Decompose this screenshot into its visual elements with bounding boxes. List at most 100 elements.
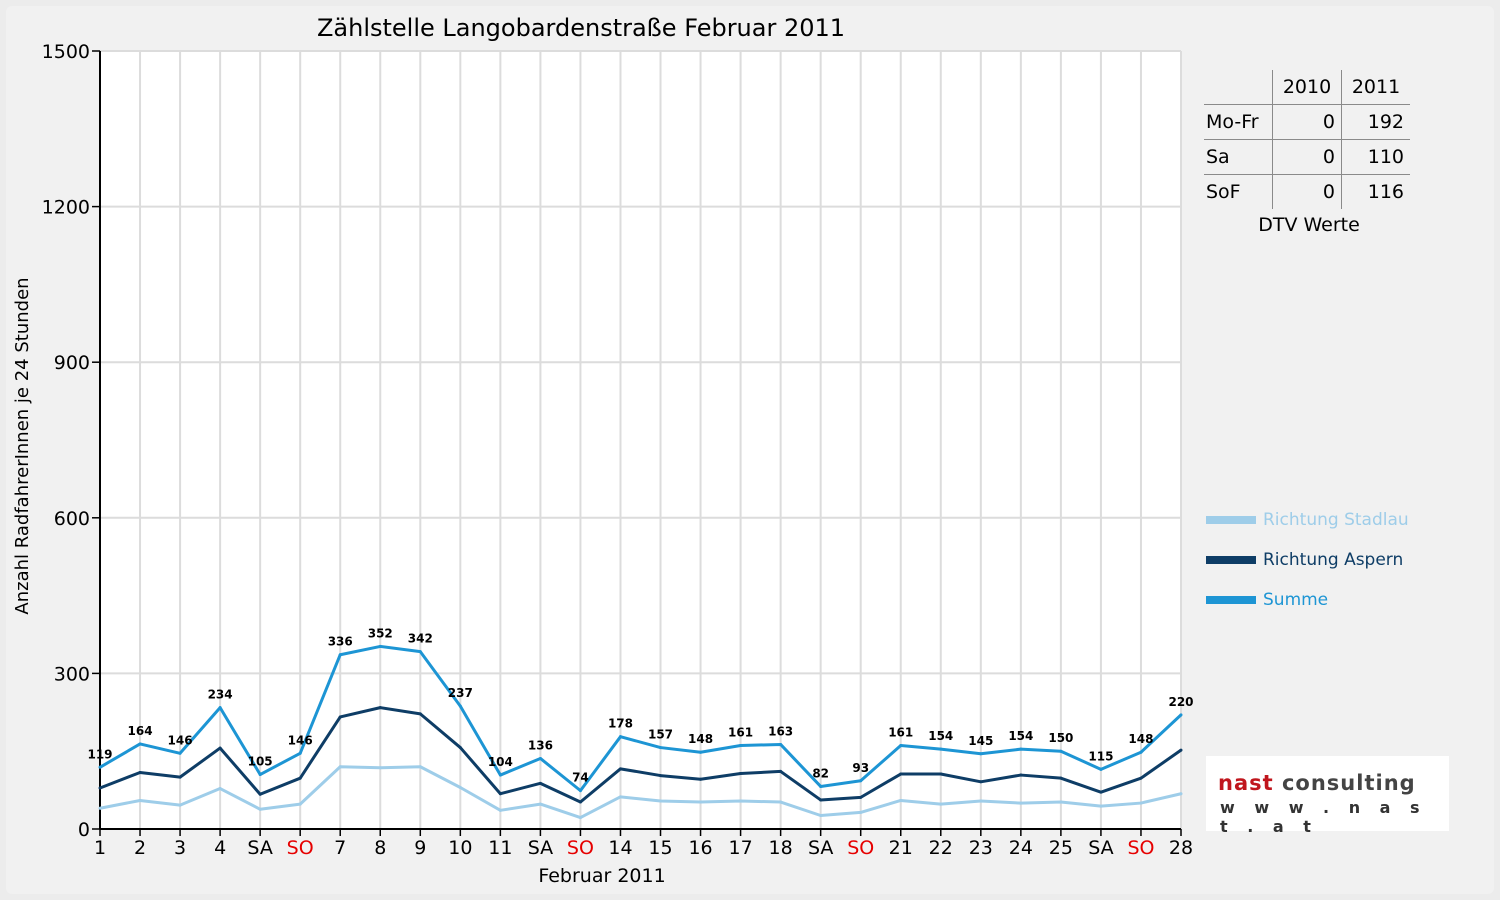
data-point <box>458 786 462 790</box>
data-point <box>659 774 663 778</box>
data-label: 163 <box>768 724 793 738</box>
data-point <box>1059 776 1063 780</box>
x-tick-label: SA <box>1088 837 1113 859</box>
legend-label: Richtung Stadlau <box>1263 510 1409 530</box>
data-point <box>1099 767 1103 771</box>
data-point <box>979 780 983 784</box>
dtv-col-2011: 2011 <box>1341 70 1410 105</box>
data-point <box>298 802 302 806</box>
chart-frame: 0 300 600 900 1200 1500 1 2 3 4 SA SO 7 8 9 10 11 SA SO 14 1… <box>6 6 1494 894</box>
data-point <box>578 789 582 793</box>
data-point <box>1099 804 1103 808</box>
data-label: 336 <box>328 635 353 649</box>
data-point <box>739 772 743 776</box>
x-tick-label: SA <box>528 837 553 859</box>
dtv-cell: 110 <box>1341 139 1410 175</box>
data-point <box>258 792 262 796</box>
data-point <box>298 776 302 780</box>
data-label: 164 <box>128 724 153 738</box>
data-point <box>939 747 943 751</box>
data-point <box>699 750 703 754</box>
data-point <box>859 795 863 799</box>
data-point <box>218 787 222 791</box>
data-point <box>218 706 222 710</box>
x-tick-label: 4 <box>214 837 226 859</box>
data-point <box>98 765 102 769</box>
data-point <box>618 767 622 771</box>
data-point <box>1179 713 1183 717</box>
y-tick-label: 1500 <box>42 41 90 63</box>
data-label: 154 <box>928 729 953 743</box>
data-label: 74 <box>572 771 589 785</box>
data-point <box>1139 750 1143 754</box>
data-point <box>418 712 422 716</box>
data-label: 146 <box>288 733 313 747</box>
data-point <box>699 800 703 804</box>
x-tick-label: 28 <box>1169 837 1193 859</box>
data-point <box>258 807 262 811</box>
x-tick-label: 3 <box>174 837 186 859</box>
data-point <box>779 742 783 746</box>
data-point <box>618 735 622 739</box>
data-label: 105 <box>248 755 273 769</box>
logo-wordmark: nast consulting <box>1218 771 1416 795</box>
data-point <box>298 751 302 755</box>
data-point <box>138 770 142 774</box>
data-label: 136 <box>528 738 553 752</box>
legend-item-aspern: Richtung Aspern <box>1206 540 1409 580</box>
data-point <box>418 650 422 654</box>
data-point <box>178 751 182 755</box>
dtv-cell: 116 <box>1341 174 1410 209</box>
x-tick-label: 10 <box>448 837 472 859</box>
data-point <box>338 765 342 769</box>
data-point <box>699 777 703 781</box>
y-axis-title: Anzahl RadfahrerInnen je 24 Stunden <box>12 277 33 614</box>
data-point <box>1179 792 1183 796</box>
x-tick-label: 17 <box>728 837 752 859</box>
data-point <box>578 800 582 804</box>
legend: Richtung Stadlau Richtung Aspern Summe <box>1206 500 1409 620</box>
x-tick-label: 14 <box>608 837 632 859</box>
data-point <box>338 715 342 719</box>
logo-url: w w w . n a s t . a t <box>1220 798 1427 836</box>
x-tick-label: 2 <box>134 837 146 859</box>
x-tick-label: SO <box>847 837 874 859</box>
x-tick-label: 8 <box>374 837 386 859</box>
dtv-table: 2010 2011 Mo-Fr 0 192 Sa 0 110 SoF 0 116 <box>1204 70 1410 209</box>
dtv-row-label: Mo-Fr <box>1204 104 1273 140</box>
data-point <box>739 799 743 803</box>
legend-label: Summe <box>1263 590 1329 610</box>
data-point <box>1059 749 1063 753</box>
x-tick-label: 18 <box>769 837 793 859</box>
data-point <box>1019 773 1023 777</box>
data-label: 146 <box>168 733 193 747</box>
y-tick-label: 300 <box>54 663 90 685</box>
dtv-row-label: Sa <box>1204 139 1273 175</box>
x-tick-label: 21 <box>889 837 913 859</box>
data-point <box>138 798 142 802</box>
data-label: 342 <box>408 632 433 646</box>
y-tick-label: 900 <box>54 352 90 374</box>
dtv-cell: 0 <box>1272 139 1342 175</box>
data-point <box>659 799 663 803</box>
x-tick-label: SO <box>1127 837 1154 859</box>
x-tick-label: 25 <box>1049 837 1073 859</box>
legend-item-summe: Summe <box>1206 580 1409 620</box>
x-tick-label: SO <box>287 837 314 859</box>
y-tick-label: 1200 <box>42 197 90 219</box>
data-label: 220 <box>1168 695 1193 709</box>
dtv-corner <box>1204 70 1273 105</box>
data-point <box>178 803 182 807</box>
data-label: 352 <box>368 626 393 640</box>
data-point <box>859 779 863 783</box>
data-point <box>1019 801 1023 805</box>
x-tick-label: 22 <box>929 837 953 859</box>
data-point <box>138 742 142 746</box>
series-line-1 <box>99 706 1182 804</box>
dtv-cell: 192 <box>1341 104 1410 140</box>
x-tick-label: 23 <box>969 837 993 859</box>
data-point <box>378 644 382 648</box>
x-tick-label: 7 <box>334 837 346 859</box>
x-tick-label: 24 <box>1009 837 1033 859</box>
